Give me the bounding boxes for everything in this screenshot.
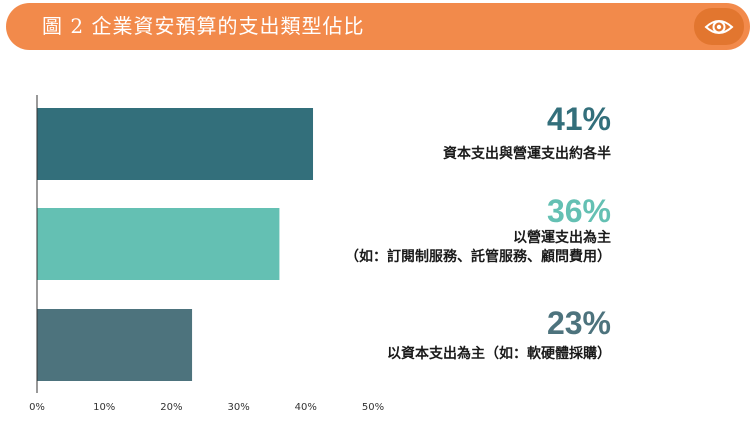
bar-1 (37, 108, 314, 180)
category-label-3: 以資本支出為主（如：軟硬體採購） (387, 346, 611, 362)
x-tick-label: 20% (160, 402, 182, 413)
header-banner: 圖 2 企業資安預算的支出類型佔比 (6, 3, 750, 50)
bar-3 (37, 309, 193, 381)
value-label-1: 41% (546, 101, 611, 137)
category-label-2-line1: 以營運支出為主 (513, 230, 611, 246)
view-button[interactable] (694, 8, 744, 45)
x-tick-label: 30% (227, 402, 249, 413)
category-label-2-line2: （如：訂閱制服務、託管服務、顧問費用） (345, 249, 611, 265)
eye-icon (704, 19, 734, 34)
category-label-1: 資本支出與營運支出約各半 (443, 146, 611, 162)
value-label-2: 36% (546, 193, 611, 229)
x-tick-label: 50% (362, 402, 384, 413)
value-label-3: 23% (546, 305, 611, 341)
x-tick-label: 10% (93, 402, 115, 413)
x-tick-label: 0% (29, 402, 45, 413)
bar-2 (37, 208, 280, 280)
x-tick-label: 40% (295, 402, 317, 413)
figure-title: 圖 2 企業資安預算的支出類型佔比 (42, 14, 365, 38)
